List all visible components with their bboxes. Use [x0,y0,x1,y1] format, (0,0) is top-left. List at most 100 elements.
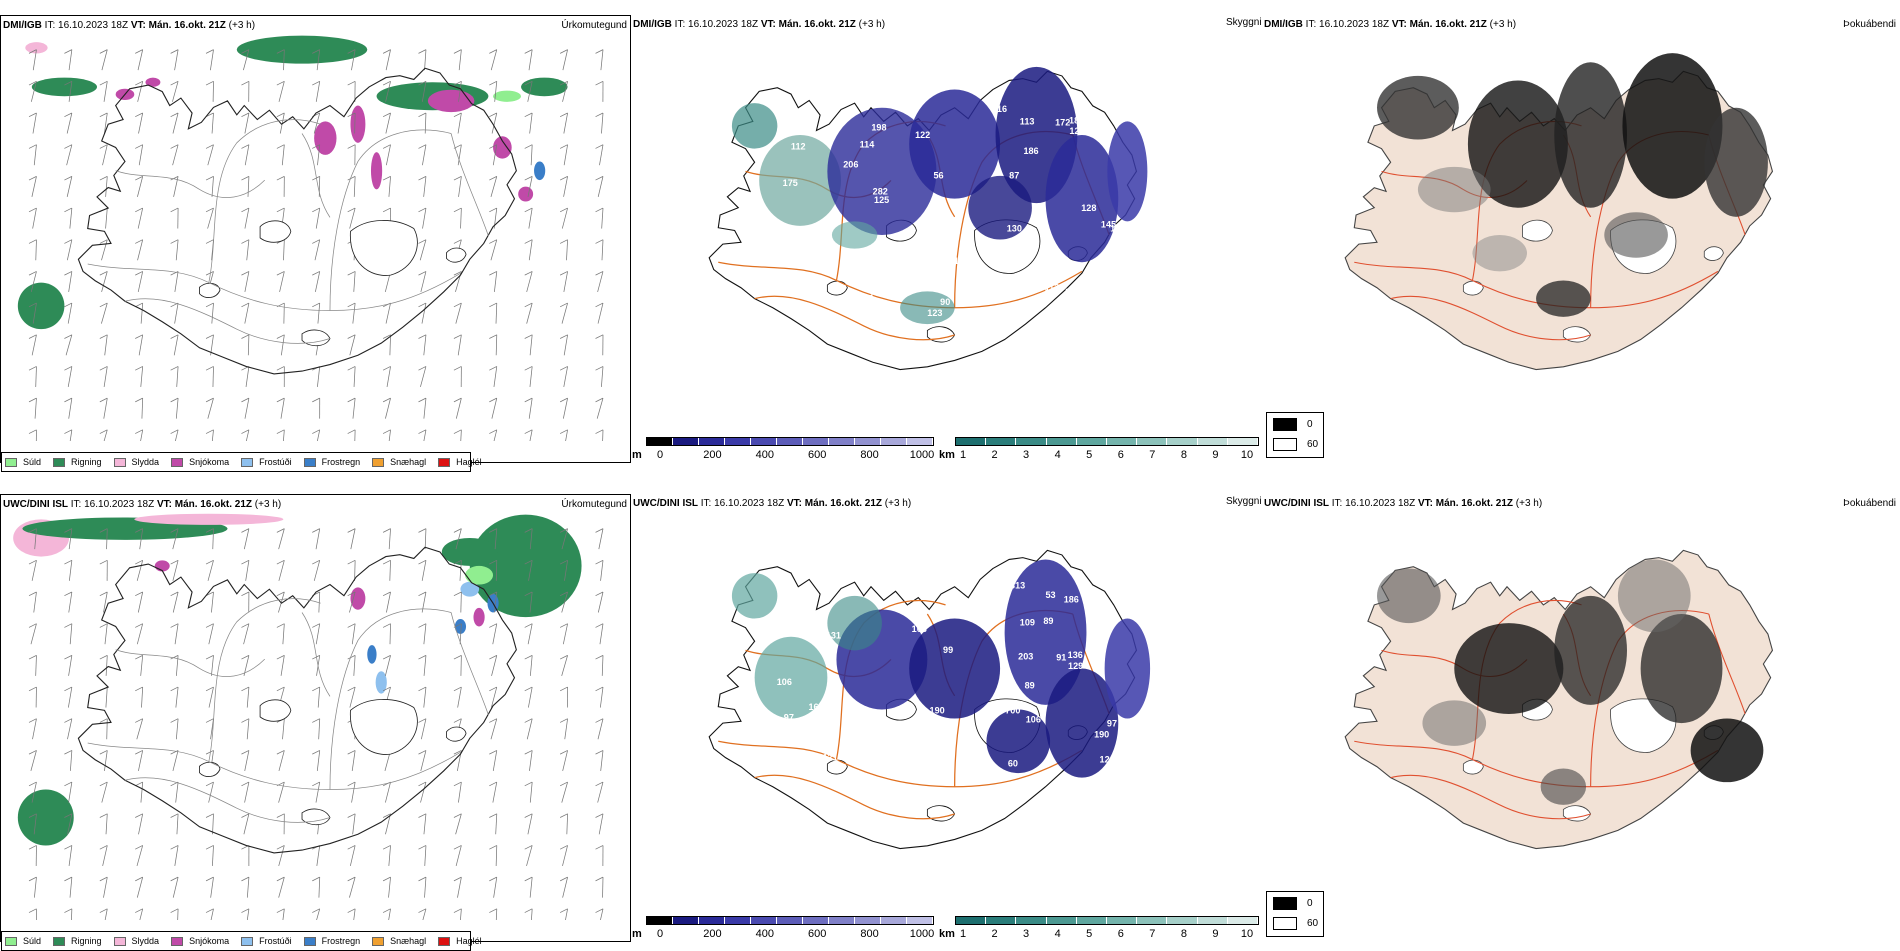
wind-barb [277,529,284,550]
legend-label: Frostregn [322,457,361,467]
wind-barb [64,271,71,292]
road [116,650,265,677]
wind-barb [241,845,248,866]
wind-barb [171,335,178,356]
wind-barb [171,592,178,613]
wind-barb [525,145,532,166]
colorbar-cell [907,438,933,445]
wind-barb [383,845,390,866]
wind-barb [419,430,426,441]
wind-barb [241,366,248,387]
wind-barb [241,335,248,356]
wind-barb [64,398,71,419]
cloud-base-value-label: 87 [1009,171,1019,181]
wind-barb [454,909,461,920]
cloud-base-value-label: 106 [1026,714,1041,724]
precip-area [350,587,365,609]
wind-barb [241,687,248,708]
wind-barb [241,909,248,920]
wind-barb [100,145,107,166]
wind-barb [135,176,142,197]
legend-item-frostregn: Frostregn [304,457,361,467]
fog-area [1554,596,1627,705]
colorbar-cell [956,917,986,924]
wind-barb [100,750,107,771]
wind-barb [560,208,567,229]
wind-barb [560,113,567,134]
wind-barb [348,687,355,708]
legend-swatch [53,458,65,467]
wind-barb [312,240,319,261]
cloud-area [732,573,777,618]
wind-barb [419,208,426,229]
wind-barb [100,430,107,441]
colorbar-cells [646,437,934,446]
legend-label: Snæhagl [390,457,426,467]
wind-barb [100,814,107,835]
cloud-base-value-label: 186 [1023,146,1038,156]
wind-barb [135,303,142,324]
wind-barb [454,687,461,708]
wind-barb [241,750,248,771]
wind-barb [596,50,603,71]
wind-barb [29,719,36,740]
cloud-base-value-label: 130 [1007,224,1022,234]
colorbar-cell [1047,917,1077,924]
precip-area [367,645,376,664]
fog-label: 0 [1307,419,1313,430]
wind-barb [312,655,319,676]
wind-barb [171,398,178,419]
cloud-base-value-label: 121 [978,281,993,291]
cloud-base-value-label: 121 [823,752,838,762]
wind-barb [525,877,532,898]
road [209,599,321,762]
precip-area [521,78,568,97]
legend-label: Frostúði [259,936,292,946]
legend-label: Snjókoma [189,457,229,467]
wind-barb [206,366,213,387]
wind-barb [29,398,36,419]
fog-panel-top: DMI/IGB IT: 16.10.2023 18Z VT: Mán. 16.o… [1262,15,1900,463]
fog-swatch [1273,897,1297,910]
wind-barb [171,750,178,771]
wind-barb [206,909,213,920]
wind-barb [135,560,142,581]
glacier-outline [350,220,417,275]
wind-barb [454,782,461,803]
wind-barb [383,814,390,835]
cloud-area [1046,135,1119,262]
wind-barb [135,208,142,229]
wind-barb [489,814,496,835]
colorbar-cell [647,917,673,924]
wind-barb [489,430,496,441]
wind-barb [525,814,532,835]
wind-barb [29,145,36,166]
cloud-area [732,103,777,148]
cloud-base-value-label: 165 [809,702,824,712]
wind-barb [277,624,284,645]
wind-barb [241,398,248,419]
wind-barb [171,366,178,387]
wind-barb [525,782,532,803]
wind-barb [454,176,461,197]
fog-area [1604,212,1668,257]
wind-barb [348,208,355,229]
wind-barb [596,782,603,803]
wind-barb [64,50,71,71]
wind-barb [277,240,284,261]
coastline [78,68,516,374]
wind-barb [135,877,142,898]
cloud-base-value-label: 64 [1084,779,1094,789]
colorbar-cells [646,916,934,925]
panel-header: UWC/DINI ISL IT: 16.10.2023 18Z VT: Mán.… [3,499,281,510]
wind-barb [277,145,284,166]
wind-barb [64,113,71,134]
wind-barb [135,145,142,166]
wind-barb [100,271,107,292]
colorbar-cells [955,437,1259,446]
wind-barb [100,240,107,261]
wind-barb [29,208,36,229]
precip-area [155,560,170,571]
legend-swatch [171,937,183,946]
wind-barb [64,687,71,708]
